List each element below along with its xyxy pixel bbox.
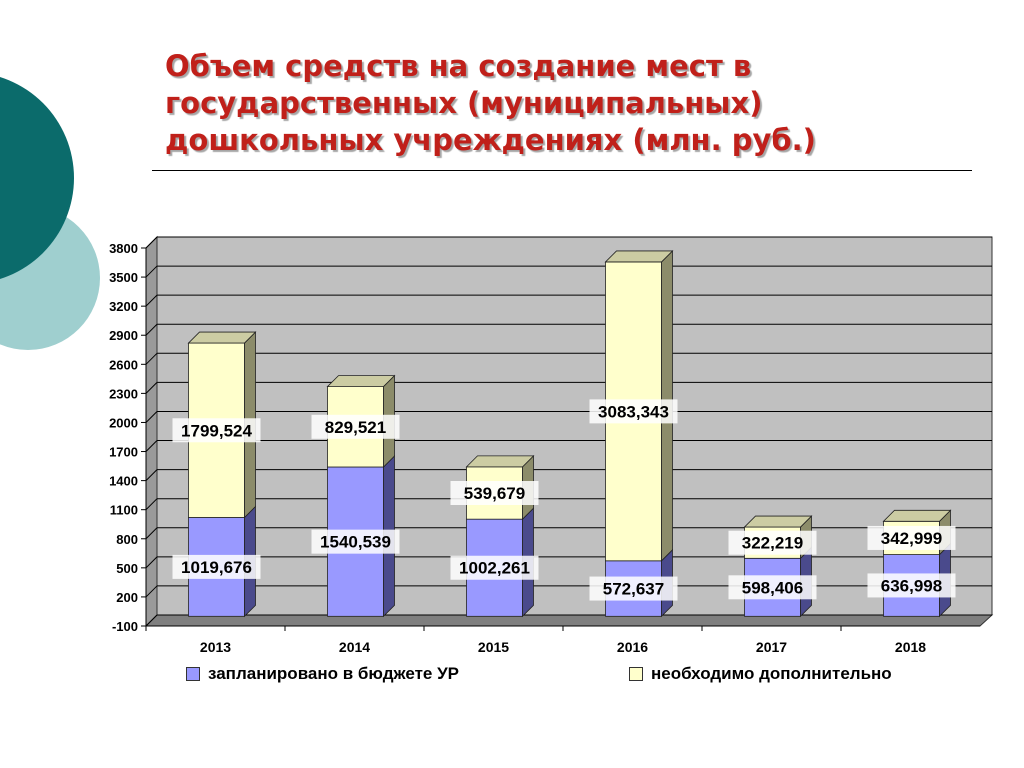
data-label: 1540,539: [320, 533, 391, 552]
bar-top: [604, 250, 674, 263]
legend-item-additional: необходимо дополнительно: [629, 664, 892, 684]
data-label-box: [172, 554, 261, 579]
y-tick-label: 200: [116, 590, 138, 605]
gridline-side: [145, 294, 158, 307]
x-tick-label: 2014: [339, 639, 370, 655]
bar-top: [882, 509, 952, 522]
x-tick-label: 2013: [200, 639, 231, 655]
y-tick-label: -100: [112, 619, 138, 634]
deco-circle-dark: [0, 76, 74, 280]
title-underline: [152, 170, 972, 171]
chart-back-wall: [156, 236, 993, 616]
decorative-circles: [0, 76, 100, 350]
data-label-box: [589, 399, 678, 424]
y-tick-label: 2900: [109, 328, 138, 343]
data-label: 322,219: [742, 534, 803, 553]
gridline-side: [145, 498, 158, 511]
y-tick-label: 1700: [109, 445, 138, 460]
x-tick-label: 2015: [478, 639, 509, 655]
legend-swatch-planned: [186, 667, 200, 681]
bar-top: [465, 455, 535, 468]
gridline-side: [145, 265, 158, 278]
legend-label-planned: запланировано в бюджете УР: [208, 664, 459, 683]
data-label: 829,521: [325, 418, 386, 437]
data-label: 3083,343: [598, 402, 669, 421]
data-label-box: [867, 573, 956, 598]
x-axis: 2013 2014 2015 2016 2017 2018: [145, 625, 980, 655]
y-tick-label: 800: [116, 532, 138, 547]
data-label-box: [172, 418, 261, 443]
y-tick-label: 2600: [109, 357, 138, 372]
data-label: 1799,524: [181, 421, 252, 440]
gridline-side: [145, 440, 158, 452]
gridline-side: [145, 585, 158, 598]
bar-top: [743, 515, 813, 528]
gridline-side: [145, 469, 158, 481]
gridline-side: [145, 411, 158, 423]
legend-item-planned: запланировано в бюджете УР: [186, 664, 459, 684]
y-tick-label: 1400: [109, 474, 138, 489]
chart-gridlines: [145, 236, 992, 627]
data-label: 342,999: [881, 529, 942, 548]
data-label: 1019,676: [181, 558, 252, 577]
data-label-box: [867, 525, 956, 550]
data-labels: 1019,676 1799,524 1540,539 829,521 1002,261 5…: [172, 399, 956, 601]
y-tick-label: 1100: [110, 503, 138, 518]
chart-walls: [144, 235, 994, 628]
data-label: 636,998: [881, 576, 942, 595]
x-tick-label: 2017: [756, 639, 787, 655]
data-label: 539,679: [464, 484, 525, 503]
y-axis: 3800 3500 3200 2900 2600 2300 2000 1700 1400 1100…: [109, 241, 147, 634]
data-label: 598,406: [742, 578, 803, 597]
bar-top: [326, 375, 396, 387]
data-label-box: [450, 555, 539, 580]
data-label-box: [728, 575, 817, 600]
page-title: Объем средств на создание мест в государ…: [165, 49, 816, 157]
data-label-box: [450, 481, 539, 506]
chart-side-wall: [145, 235, 158, 628]
gridline-side: [145, 352, 158, 365]
gridline-side: [145, 323, 158, 336]
y-tick-label: 500: [116, 561, 138, 576]
legend-label-additional: необходимо дополнительно: [651, 664, 892, 683]
y-tick-label: 3800: [109, 241, 138, 256]
data-label: 1002,261: [459, 559, 530, 578]
data-label-box: [311, 529, 400, 554]
y-tick-label: 2300: [109, 386, 138, 401]
data-label: 572,637: [603, 580, 664, 599]
y-tick-label: 3200: [109, 299, 138, 314]
gridline-side: [145, 614, 158, 627]
x-tick-label: 2016: [617, 639, 648, 655]
data-label-box: [728, 530, 817, 555]
data-label-box: [311, 414, 400, 439]
data-label-box: [589, 576, 678, 601]
gridline-side: [145, 236, 158, 249]
chart-floor: [144, 614, 994, 627]
legend-swatch-additional: [629, 667, 643, 681]
gridline-side: [145, 556, 158, 569]
y-tick-label: 2000: [109, 415, 138, 430]
gridline-side: [145, 382, 158, 394]
gridline-side: [145, 527, 158, 540]
y-tick-label: 3500: [109, 270, 138, 285]
x-tick-label: 2018: [895, 639, 926, 655]
bar-top: [187, 331, 257, 344]
